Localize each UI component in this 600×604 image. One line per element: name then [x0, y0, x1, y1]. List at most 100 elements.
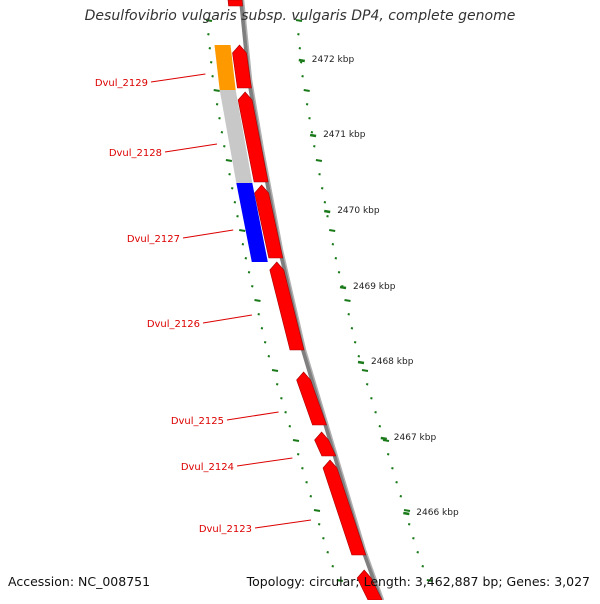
- tick-mark: [331, 565, 335, 568]
- accession-label: Accession: NC_008751: [8, 574, 151, 589]
- gene-label-dvul_2124: Dvul_2124: [181, 462, 234, 473]
- tick-mark: [280, 397, 283, 400]
- backbone-line: [239, 0, 383, 601]
- tick-mark: [301, 75, 304, 78]
- gene-label-dvul_2129: Dvul_2129: [95, 78, 148, 89]
- gene-arrow: [269, 261, 305, 351]
- kbp-tick: [339, 285, 347, 290]
- tick-mark: [323, 201, 327, 204]
- tick-mark: [318, 173, 321, 176]
- tick-mark: [298, 47, 302, 50]
- tick-mark: [257, 313, 260, 316]
- gene-label-dvul_2125: Dvul_2125: [171, 416, 224, 427]
- kbp-tick: [309, 133, 317, 138]
- gene-leader-line: [236, 457, 293, 467]
- tick-mark: [239, 229, 246, 232]
- tick-mark: [218, 117, 221, 120]
- tick-mark: [251, 285, 254, 288]
- tick-mark: [374, 411, 377, 414]
- gene-label-dvul_2126: Dvul_2126: [147, 319, 200, 330]
- tick-mark: [213, 89, 220, 92]
- kbp-label: 2470 kbp: [337, 206, 380, 216]
- tick-mark: [288, 425, 292, 428]
- kbp-label: 2471 kbp: [323, 130, 366, 140]
- tick-mark: [271, 369, 279, 372]
- tick-mark: [228, 173, 231, 176]
- tick-mark: [391, 467, 394, 470]
- tick-mark: [395, 481, 398, 484]
- tick-mark: [416, 551, 419, 554]
- gene-label-dvul_2127: Dvul_2127: [127, 234, 180, 245]
- tick-mark: [426, 579, 433, 582]
- gene-arrow: [322, 459, 367, 556]
- tick-mark: [370, 397, 373, 400]
- tick-mark: [207, 33, 210, 36]
- tick-mark: [233, 201, 237, 204]
- gene-leader-line: [182, 229, 234, 239]
- genome-title: Desulfovibrio vulgaris subsp. vulgaris D…: [84, 8, 516, 24]
- cds-orange-block: [214, 45, 236, 90]
- kbp-label: 2472 kbp: [312, 55, 355, 65]
- gene-arrow: [314, 431, 337, 457]
- tick-mark: [326, 551, 329, 554]
- tick-mark: [344, 299, 351, 302]
- tick-mark: [254, 299, 261, 302]
- gene-leader-line: [226, 411, 279, 421]
- tick-mark: [225, 159, 233, 162]
- kbp-label: 2469 kbp: [353, 282, 396, 292]
- kbp-label: 2467 kbp: [394, 433, 437, 443]
- gene-arrow: [237, 91, 269, 183]
- tick-mark: [211, 75, 214, 78]
- kbp-tick: [380, 436, 388, 441]
- kbp-tick: [403, 511, 410, 516]
- tick-mark: [305, 103, 309, 106]
- tick-mark: [284, 411, 287, 414]
- tick-mark: [421, 565, 425, 568]
- gene-leader-line: [150, 73, 206, 83]
- tick-mark: [313, 509, 321, 512]
- tick-mark: [260, 327, 264, 330]
- tick-mark: [299, 61, 303, 64]
- gene-arrow: [296, 371, 327, 426]
- tick-mark: [334, 257, 338, 260]
- tick-mark: [353, 341, 357, 344]
- tick-mark: [244, 257, 248, 260]
- tick-mark: [303, 89, 310, 92]
- tick-mark: [412, 537, 415, 540]
- kbp-tick: [298, 58, 306, 63]
- scale-ticks: [205, 19, 433, 582]
- kbp-tick: [324, 209, 331, 214]
- tick-mark: [317, 523, 321, 526]
- tick-mark: [347, 313, 350, 316]
- tick-mark: [295, 19, 303, 22]
- tick-mark: [357, 355, 361, 358]
- tick-mark: [403, 509, 411, 512]
- tick-mark: [208, 47, 212, 50]
- tick-mark: [315, 159, 323, 162]
- tick-mark: [247, 271, 251, 274]
- tick-mark: [292, 439, 300, 442]
- gene-leader-line: [164, 143, 218, 153]
- tick-mark: [230, 187, 234, 190]
- tick-mark: [220, 131, 224, 134]
- gene-label-dvul_2128: Dvul_2128: [109, 148, 162, 159]
- gene-leader-line: [254, 519, 312, 529]
- tick-mark: [305, 481, 308, 484]
- tick-mark: [209, 61, 213, 64]
- tick-mark: [263, 341, 267, 344]
- tick-mark: [297, 33, 300, 36]
- tick-mark: [308, 117, 311, 120]
- tick-mark: [215, 103, 219, 106]
- tick-mark: [205, 19, 213, 22]
- tick-mark: [320, 187, 324, 190]
- gene-arrow: [227, 0, 243, 7]
- tick-mark: [296, 453, 300, 456]
- tick-mark: [382, 439, 390, 442]
- gene-arrow: [356, 569, 383, 601]
- tick-mark: [331, 243, 335, 246]
- kbp-label: 2468 kbp: [371, 357, 414, 367]
- gene-leader-line: [202, 314, 253, 324]
- tick-mark: [329, 229, 336, 232]
